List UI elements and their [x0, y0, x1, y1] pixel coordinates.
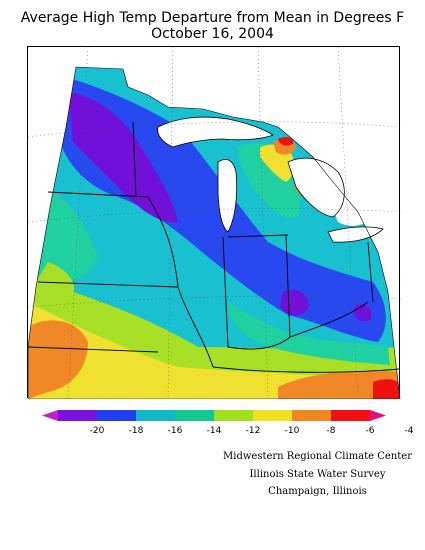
lake-superior [157, 116, 274, 148]
boundary-mn-wi [132, 121, 137, 198]
color-legend: -20 -18 -16 -14 -12 -10 -8 -6 -4 [42, 410, 414, 436]
lake-michigan [217, 159, 238, 233]
legend-tick-label: -10 [285, 426, 300, 436]
legend-swatch [175, 410, 214, 421]
graticule [28, 47, 401, 399]
legend-swatch [214, 410, 253, 421]
longitude-line-3 [257, 47, 269, 399]
legend-swatch [331, 410, 370, 421]
legend-tick-label: -8 [327, 426, 336, 436]
boundary-ia-mo [37, 281, 179, 288]
lake-erie [327, 226, 384, 243]
boundary-ia-il [147, 196, 179, 288]
legend-swatch [370, 410, 386, 421]
boundary-mn-ia [47, 191, 149, 198]
legend-swatch [253, 410, 292, 421]
boundary-il-in [222, 236, 229, 348]
latitude-line-1 [28, 121, 401, 138]
legend-tick-label: -20 [90, 426, 105, 436]
legend-swatch [292, 410, 331, 421]
latitude-line-2 [28, 208, 401, 223]
legend-tick-label: -6 [366, 426, 375, 436]
boundary-oh-ky [289, 301, 369, 338]
map-title-date: October 16, 2004 [151, 26, 274, 42]
temperature-departure-map [28, 47, 401, 399]
legend-tick-labels: -20 -18 -16 -14 -12 -10 -8 -6 -4 [90, 426, 414, 436]
boundary-in-ky [227, 336, 291, 350]
field-purple-southeast [280, 289, 309, 316]
field-red-michigan [278, 136, 294, 146]
legend-swatch [97, 410, 136, 421]
field-orange-southeast [278, 370, 400, 399]
legend-tick-label: -16 [168, 426, 183, 436]
boundary-mo-ar [28, 346, 159, 353]
credit-line-1: Midwestern Regional Climate Center [223, 451, 412, 462]
field-orange-southwest [28, 320, 88, 399]
field-red-southeast [373, 379, 400, 399]
legend-tick-label: -18 [129, 426, 144, 436]
state-boundaries [28, 121, 401, 373]
boundary-in-oh [285, 234, 291, 338]
credit-line-2: Illinois State Water Survey [249, 469, 386, 480]
legend-tick-label: -14 [207, 426, 222, 436]
departure-field [28, 67, 400, 399]
legend-bar [42, 410, 386, 421]
longitude-line-2 [167, 47, 174, 399]
legend-swatch [58, 410, 97, 421]
domain-outline [28, 66, 401, 399]
field-teal-south-central [228, 302, 390, 365]
legend-tick-label: -4 [405, 426, 414, 436]
credit-line-3: Champaign, Illinois [268, 486, 367, 497]
field-yellow-south [28, 302, 400, 399]
boundary-mo-il [177, 286, 214, 368]
boundary-in-mi [227, 234, 289, 238]
great-lakes [157, 116, 384, 243]
boundary-ky-tn [212, 366, 401, 373]
map-title-line1: Average High Temp Departure from Mean in… [20, 10, 405, 26]
legend-tick-label: -12 [246, 426, 261, 436]
lake-huron [287, 157, 345, 218]
latitude-line-3 [28, 295, 401, 308]
legend-swatch [42, 410, 58, 421]
boundary-oh-pa [367, 241, 374, 303]
longitude-line-4 [337, 47, 359, 399]
longitude-line-1 [67, 47, 89, 399]
map-frame [27, 46, 401, 399]
field-purple-core [68, 92, 178, 223]
legend-swatch [136, 410, 175, 421]
